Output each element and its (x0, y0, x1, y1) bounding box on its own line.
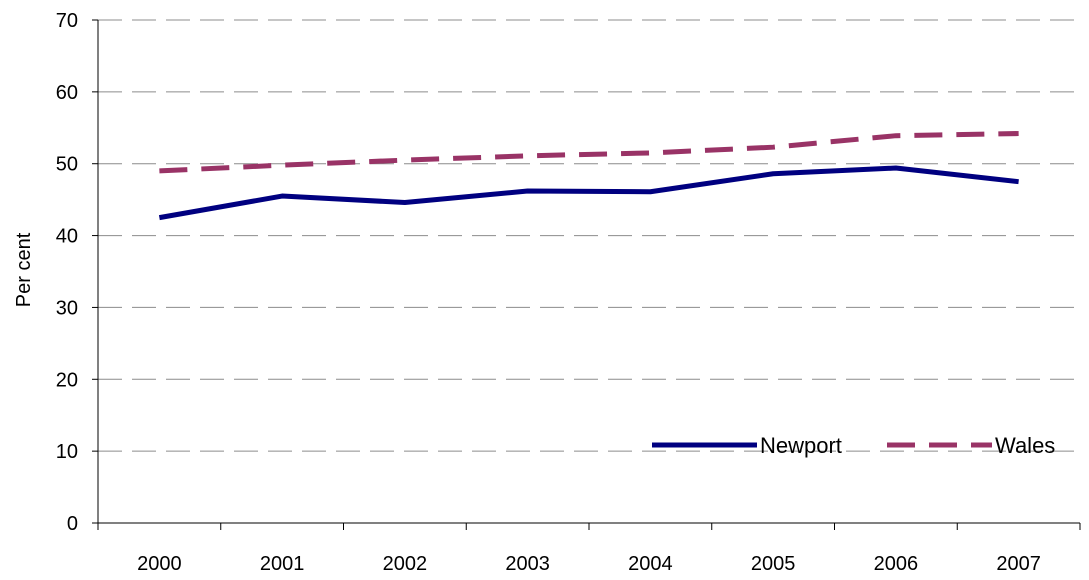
x-tick-label: 2002 (383, 553, 428, 575)
x-tick-label: 2000 (137, 553, 182, 575)
y-tick-label: 60 (56, 82, 78, 104)
y-tick-label: 40 (56, 226, 78, 248)
legend-label-newport: Newport (760, 433, 842, 458)
x-tick-label: 2007 (996, 553, 1041, 575)
x-tick-label: 2005 (751, 553, 796, 575)
series-line-wales (159, 131, 1019, 174)
y-tick-label: 20 (56, 369, 78, 391)
series-line-newport (158, 165, 1019, 221)
x-tick-label: 2003 (505, 553, 550, 575)
legend-label-wales: Wales (995, 433, 1055, 458)
series-lines (158, 131, 1019, 221)
y-tick-label: 50 (56, 154, 78, 176)
y-tick-labels: 0 10 20 30 40 50 60 70 (56, 10, 78, 535)
y-axis-title: Per cent (13, 232, 35, 307)
x-tick-label: 2001 (260, 553, 305, 575)
legend: Newport Wales (652, 433, 1055, 458)
y-tick-label: 70 (56, 10, 78, 32)
y-tick-label: 30 (56, 297, 78, 319)
y-tick-label: 0 (67, 513, 78, 535)
axes (92, 19, 1081, 530)
x-tick-labels: 2000 2001 2002 2003 2004 2005 2006 2007 (137, 553, 1041, 575)
x-tick-label: 2004 (628, 553, 673, 575)
x-tick-label: 2006 (874, 553, 919, 575)
gridlines (98, 19, 1080, 452)
y-tick-label: 10 (56, 441, 78, 463)
